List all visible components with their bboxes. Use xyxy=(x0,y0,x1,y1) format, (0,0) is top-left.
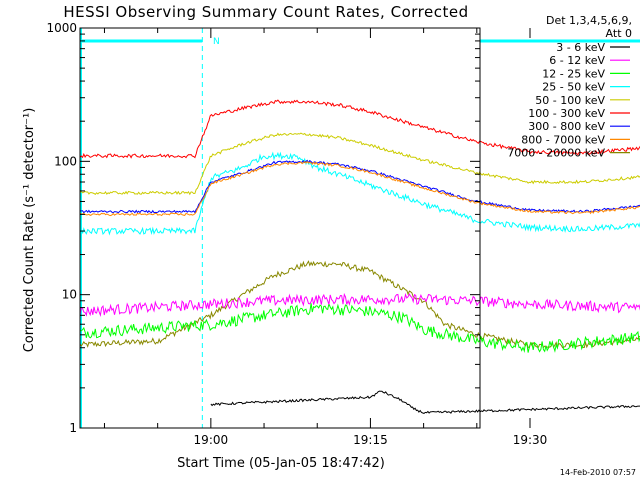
legend-label: 800 - 7000 keV xyxy=(521,133,605,146)
legend-label: 6 - 12 keV xyxy=(549,54,605,67)
series-line-3-6keV xyxy=(210,390,640,414)
x-axis-label: Start Time (05-Jan-05 18:47:42) xyxy=(177,456,385,471)
legend-label: 12 - 25 keV xyxy=(542,67,605,80)
y-tick-label: 1000 xyxy=(46,21,77,35)
series-line-7000-20000keV xyxy=(79,260,640,350)
legend-label: 300 - 800 keV xyxy=(528,120,605,133)
y-axis-label: Corrected Count Rate (s⁻¹ detector⁻¹) xyxy=(22,108,37,353)
x-tick-label: 19:15 xyxy=(353,433,388,447)
series-line-800-7000keV xyxy=(79,160,640,217)
series-layer xyxy=(79,99,640,414)
legend-header-line1: Det 1,3,4,5,6,9, xyxy=(546,14,632,27)
series-line-25-50keV xyxy=(79,151,640,236)
night-label: N xyxy=(213,37,220,47)
x-tick-label: 19:00 xyxy=(194,433,229,447)
series-line-6-12keV xyxy=(79,292,640,317)
series-line-50-100keV xyxy=(79,132,640,196)
timestamp-label: 14-Feb-2010 07:57 xyxy=(560,468,636,477)
legend-label: 3 - 6 keV xyxy=(556,41,605,54)
y-tick-label: 10 xyxy=(62,288,77,302)
y-tick-label: 1 xyxy=(69,421,77,435)
legend-label: 25 - 50 keV xyxy=(542,81,605,94)
series-line-100-300keV xyxy=(79,99,640,159)
chart-title: HESSI Observing Summary Count Rates, Cor… xyxy=(63,3,468,21)
series-line-12-25keV xyxy=(79,302,640,353)
x-tick-label: 19:30 xyxy=(513,433,548,447)
legend-label: 50 - 100 keV xyxy=(535,94,605,107)
legend-label: 100 - 300 keV xyxy=(528,107,605,120)
plot-frame xyxy=(79,27,481,429)
legend-header-line2: Att 0 xyxy=(606,27,632,40)
legend-label: 7000 - 20000 keV xyxy=(507,147,605,160)
y-tick-label: 100 xyxy=(54,154,77,168)
